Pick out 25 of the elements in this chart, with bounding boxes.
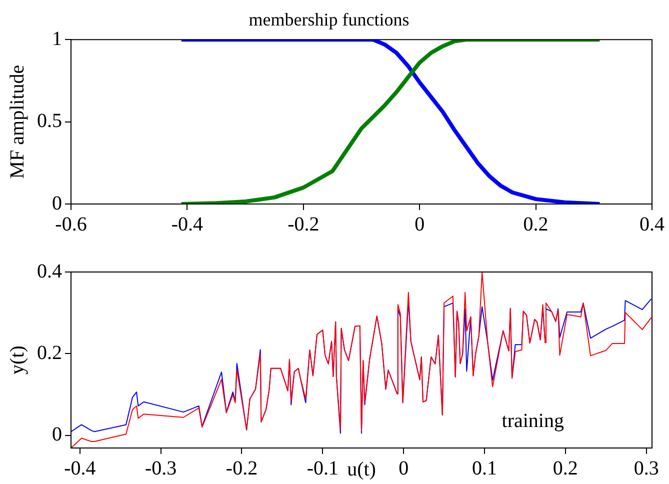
- y-tick-label: 0: [52, 192, 62, 214]
- x-tick-label: 0.3: [634, 457, 659, 480]
- x-tick-label: 0: [398, 457, 409, 480]
- x-tick-label: -0.2: [288, 213, 320, 236]
- y-tick-label: 0: [52, 424, 62, 446]
- x-tick-label: -0.1: [306, 457, 338, 480]
- x-tick-label: -0.3: [144, 457, 177, 480]
- y-axis-title: MF amplitude: [6, 64, 28, 179]
- y-tick-label: 0.4: [37, 260, 62, 282]
- y-tick-label: 0.5: [37, 110, 62, 132]
- x-tick-label: 0.2: [552, 457, 578, 480]
- x-tick-label: 0: [414, 213, 425, 236]
- x-axis-title: u(t): [347, 458, 376, 480]
- x-tick-label: -0.2: [226, 457, 258, 480]
- y-axis-title: y(t): [6, 346, 28, 374]
- y-tick-label: 1: [52, 28, 62, 50]
- x-tick-label: 0.2: [523, 213, 548, 236]
- x-tick-label: -0.4: [64, 457, 96, 480]
- annotation: training: [502, 410, 564, 432]
- x-tick-label: 0.1: [472, 457, 497, 480]
- y-tick-label: 0.2: [37, 342, 62, 364]
- x-tick-label: -0.6: [55, 213, 87, 236]
- chart-title: membership functions: [248, 10, 410, 30]
- x-tick-label: 0.4: [640, 213, 664, 236]
- x-tick-label: -0.4: [171, 213, 204, 236]
